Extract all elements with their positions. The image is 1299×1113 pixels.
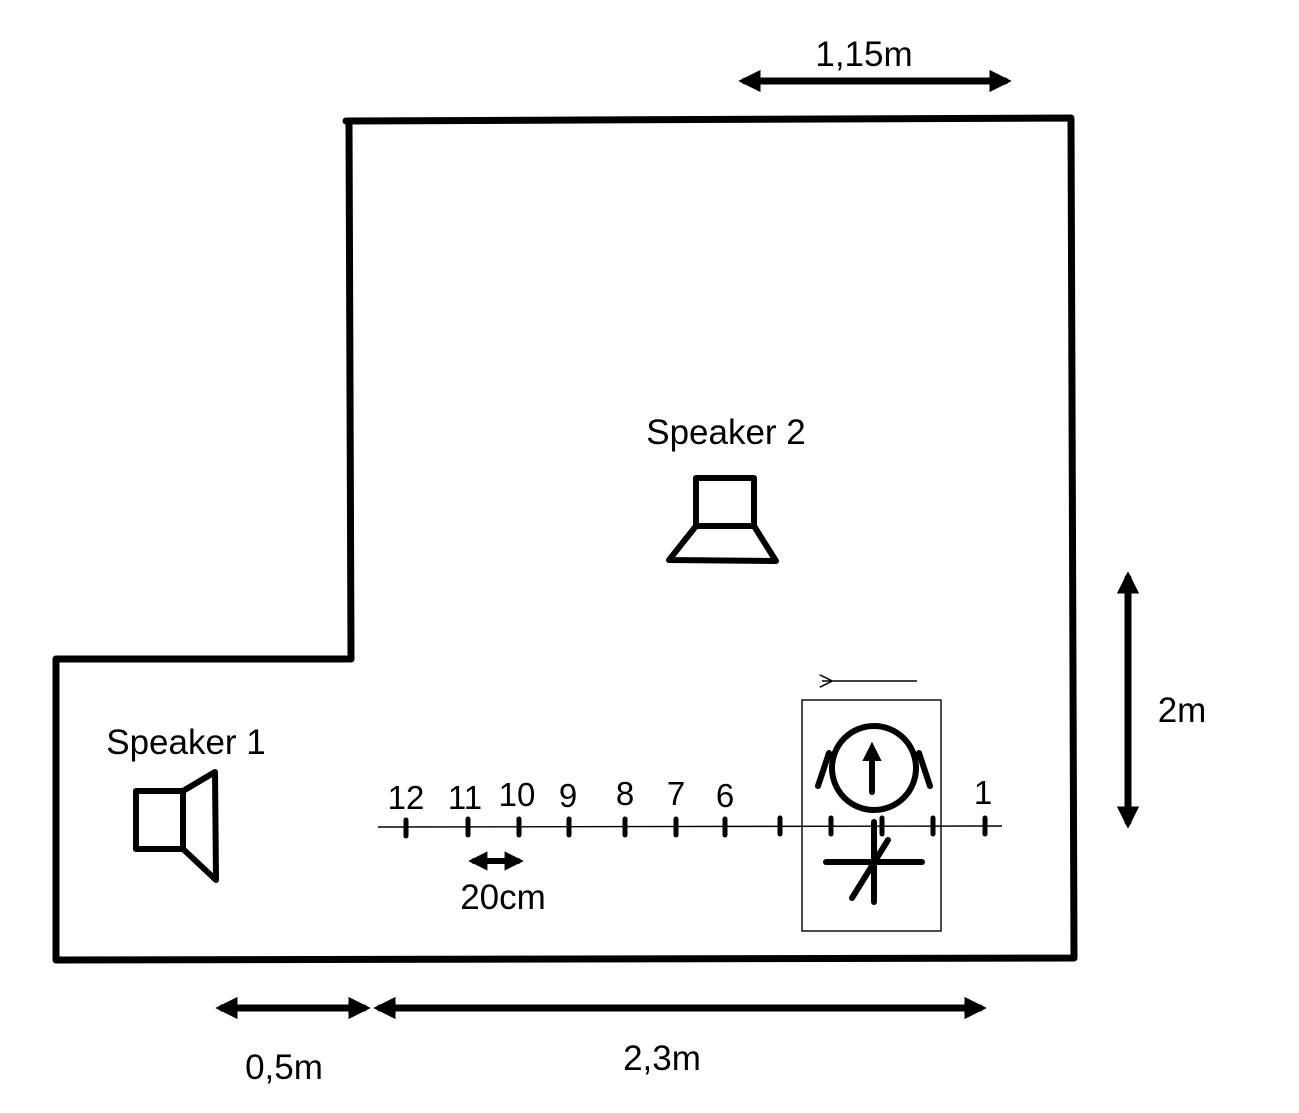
- bottom-left-dimension-label: 0,5m: [245, 1048, 323, 1087]
- speaker-1-label: Speaker 1: [106, 723, 266, 762]
- position-label: 12: [388, 779, 425, 816]
- speaker-2-icon: [666, 475, 779, 564]
- room-outline: [52, 114, 1078, 964]
- listener-head-icon: [815, 723, 933, 813]
- bottom-right-dimension-label: 2,3m: [623, 1039, 701, 1078]
- position-labels: 12 11 10 9 8 7 6 1: [388, 774, 993, 816]
- position-label: 6: [716, 777, 734, 814]
- position-label: 8: [616, 775, 634, 812]
- position-label: 7: [667, 775, 685, 812]
- position-label: 11: [448, 779, 482, 816]
- listener-box: [801, 699, 942, 932]
- position-label: 10: [499, 776, 536, 813]
- right-dimension-label: 2m: [1158, 691, 1207, 730]
- top-dimension-label: 1,15m: [815, 35, 912, 74]
- spacing-label: 20cm: [460, 878, 546, 917]
- measurement-line: [377, 825, 1003, 828]
- position-ticks: [403, 815, 988, 839]
- speaker-1-icon: [133, 769, 219, 883]
- speaker-2-label: Speaker 2: [646, 413, 806, 452]
- tripod-icon: [823, 819, 925, 905]
- position-label: 1: [974, 774, 992, 811]
- position-label: 9: [559, 777, 577, 814]
